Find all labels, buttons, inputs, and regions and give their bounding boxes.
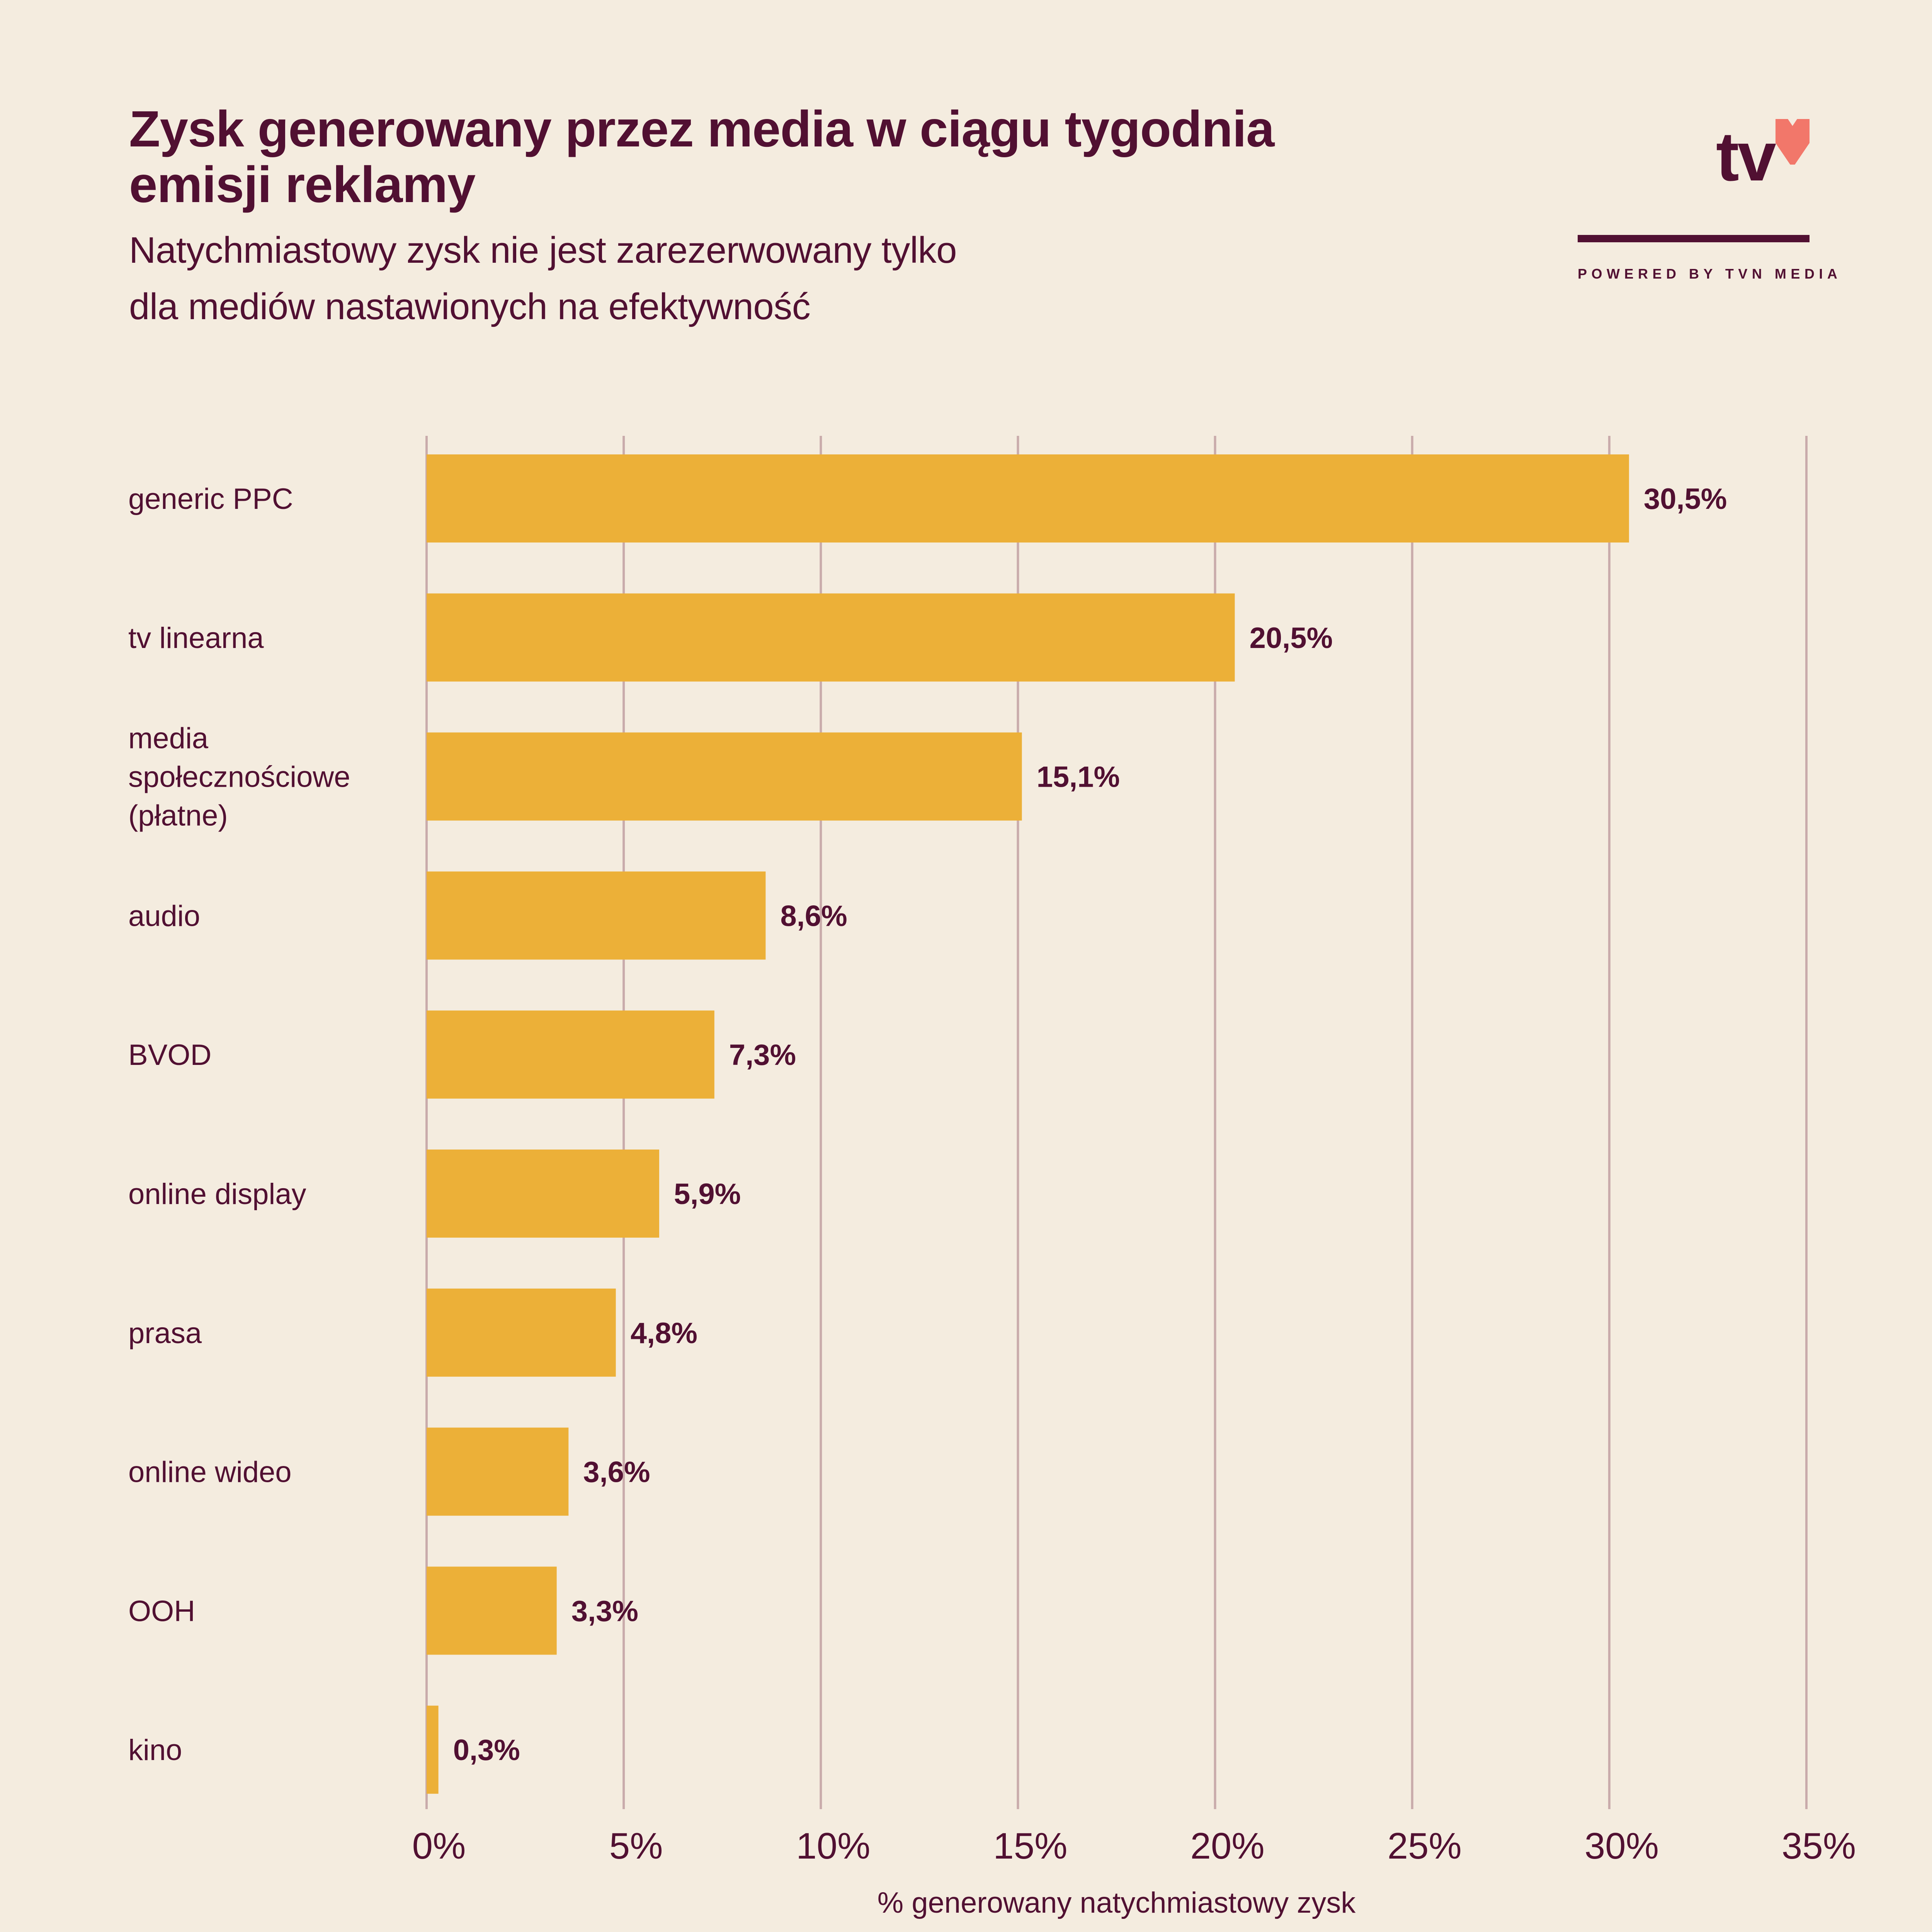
category-label-line: generic PPC xyxy=(128,483,293,515)
category-label: prasa xyxy=(128,1317,202,1350)
chart-subtitle: Natychmiastowy zysk nie jest zarezerwowa… xyxy=(129,222,1134,335)
value-label: 3,6% xyxy=(583,1456,650,1489)
category-label: OOH xyxy=(128,1595,195,1628)
category-label-line: online wideo xyxy=(128,1456,292,1489)
bar xyxy=(427,1150,659,1238)
bar xyxy=(427,1288,616,1377)
category-label: media społecznościowe (płatne) xyxy=(128,722,350,832)
value-label: 7,3% xyxy=(729,1039,796,1071)
x-tick-labels: 0% 5% 10% 15% 20% 25% 30% 35% xyxy=(412,1825,1856,1867)
x-tick-label: 20% xyxy=(1190,1825,1265,1867)
bar xyxy=(427,1427,569,1516)
bar xyxy=(427,454,1629,543)
chart-subtitle-line-1: Natychmiastowy zysk nie jest zarezerwowa… xyxy=(129,230,957,271)
value-label: 8,6% xyxy=(780,900,847,932)
category-label-line: OOH xyxy=(128,1595,195,1628)
category-label-line: BVOD xyxy=(128,1039,211,1071)
value-label: 5,9% xyxy=(674,1178,741,1211)
tvn-logo: tv POWERED BY TVN MEDIA xyxy=(1578,116,1842,290)
x-tick-label: 0% xyxy=(412,1825,466,1867)
logo-tagline: POWERED BY TVN MEDIA xyxy=(1578,266,1842,282)
value-label: 15,1% xyxy=(1037,761,1120,794)
x-tick-label: 10% xyxy=(796,1825,870,1867)
category-label-line: online display xyxy=(128,1178,306,1211)
category-label-line: (płatne) xyxy=(128,799,228,832)
value-label: 3,3% xyxy=(571,1595,638,1628)
bar xyxy=(427,732,1022,821)
x-tick-label: 15% xyxy=(993,1825,1067,1867)
category-label-line: tv linearna xyxy=(128,622,264,655)
x-tick-label: 35% xyxy=(1782,1825,1856,1867)
chart-title-line-1: Zysk generowany przez media w ciągu tygo… xyxy=(129,100,1274,157)
category-label-line: audio xyxy=(128,900,200,932)
value-label: 20,5% xyxy=(1250,622,1333,655)
x-tick-label: 25% xyxy=(1388,1825,1462,1867)
category-label-line: społecznościowe xyxy=(128,761,350,794)
chart-title-line-2: emisji reklamy xyxy=(129,156,476,213)
value-label: 30,5% xyxy=(1644,483,1727,515)
bar xyxy=(427,1706,439,1794)
chart-subtitle-line-2: dla mediów nastawionych na efektywność xyxy=(129,286,811,327)
category-label: generic PPC xyxy=(128,483,293,515)
x-tick-label: 5% xyxy=(609,1825,663,1867)
bar xyxy=(427,1566,557,1655)
x-axis-title: % generowany natychmiastowy zysk xyxy=(878,1886,1356,1919)
category-label: tv linearna xyxy=(128,622,264,655)
value-label: 4,8% xyxy=(631,1317,697,1350)
category-label: BVOD xyxy=(128,1039,211,1071)
category-label-line: media xyxy=(128,722,209,755)
chart-title: Zysk generowany przez media w ciągu tygo… xyxy=(129,101,1404,213)
category-label-line: prasa xyxy=(128,1317,202,1350)
x-tick-label: 30% xyxy=(1585,1825,1659,1867)
category-label-line: kino xyxy=(128,1734,182,1767)
bar xyxy=(427,871,766,960)
category-label: kino xyxy=(128,1734,182,1767)
category-label: online display xyxy=(128,1178,306,1211)
logo-divider xyxy=(1578,235,1810,242)
bar xyxy=(427,1010,714,1099)
category-label: online wideo xyxy=(128,1456,292,1489)
value-labels: 30,5% 20,5% 15,1% 8,6% 7,3% 5,9% 4,8% 3,6% 3,3% 0… xyxy=(453,483,1727,1767)
heart-icon xyxy=(1776,119,1810,165)
bar xyxy=(427,593,1235,682)
category-labels: generic PPC tv linearna media społecznościo… xyxy=(128,483,350,1767)
category-label: audio xyxy=(128,900,200,932)
bars xyxy=(427,454,1629,1794)
logo-text: tv xyxy=(1716,118,1776,196)
value-label: 0,3% xyxy=(453,1734,520,1767)
